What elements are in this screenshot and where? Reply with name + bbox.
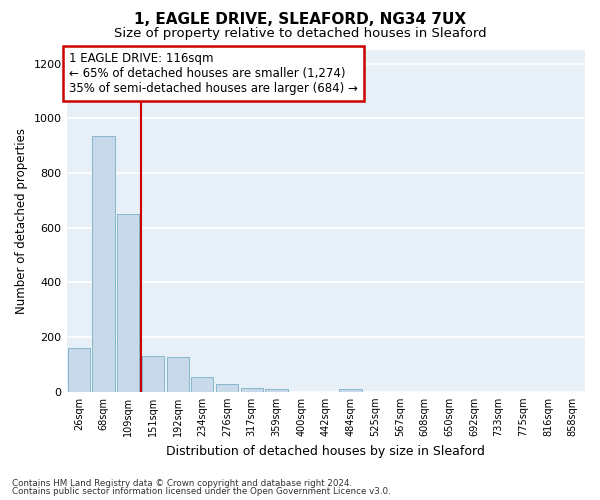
Bar [117,214,139,392]
Text: Contains HM Land Registry data © Crown copyright and database right 2024.: Contains HM Land Registry data © Crown c… [12,478,352,488]
Text: Size of property relative to detached houses in Sleaford: Size of property relative to detached ho… [113,28,487,40]
Text: 1, EAGLE DRIVE, SLEAFORD, NG34 7UX: 1, EAGLE DRIVE, SLEAFORD, NG34 7UX [134,12,466,28]
X-axis label: Distribution of detached houses by size in Sleaford: Distribution of detached houses by size … [166,444,485,458]
Bar [340,388,362,392]
Text: Contains public sector information licensed under the Open Government Licence v3: Contains public sector information licen… [12,487,391,496]
Bar [167,357,189,392]
Bar [216,384,238,392]
Bar [241,388,263,392]
Bar [142,356,164,392]
Bar [68,348,90,392]
Y-axis label: Number of detached properties: Number of detached properties [15,128,28,314]
Bar [191,377,214,392]
Bar [92,136,115,392]
Bar [265,389,287,392]
Text: 1 EAGLE DRIVE: 116sqm
← 65% of detached houses are smaller (1,274)
35% of semi-d: 1 EAGLE DRIVE: 116sqm ← 65% of detached … [69,52,358,94]
